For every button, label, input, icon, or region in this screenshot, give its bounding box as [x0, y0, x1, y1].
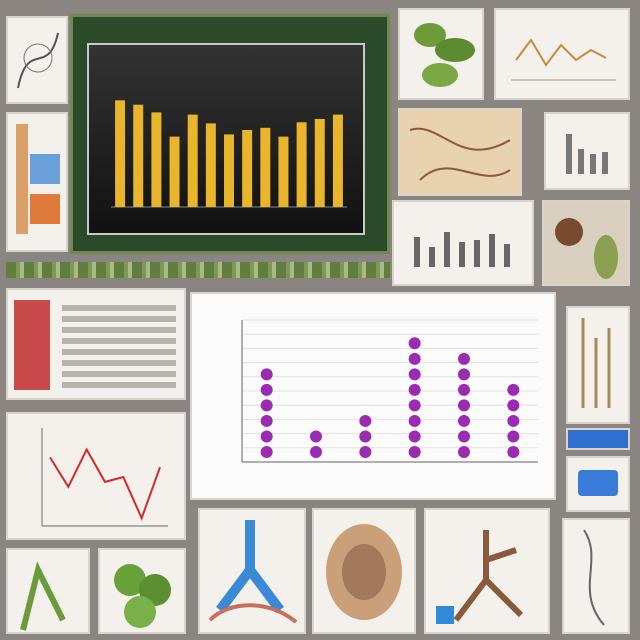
point	[507, 414, 520, 427]
point	[507, 430, 520, 443]
point	[359, 446, 372, 458]
decorative-strip	[6, 262, 390, 278]
bar-chart-screen	[87, 43, 365, 235]
map-texture-thumbnail	[398, 108, 522, 196]
point	[408, 430, 421, 443]
point	[458, 368, 470, 381]
line-chart-panel	[6, 412, 186, 540]
scatter-chart-panel	[190, 292, 556, 500]
stick-figure-thumbnail	[566, 306, 630, 424]
bar	[242, 130, 253, 207]
point	[507, 446, 520, 458]
point	[408, 383, 421, 396]
bar	[133, 104, 144, 207]
line-chart-thumbnail	[494, 8, 630, 100]
point	[408, 414, 421, 427]
point	[458, 414, 470, 427]
bar	[205, 123, 216, 207]
point	[408, 337, 421, 350]
point	[458, 399, 470, 412]
table-thumbnail	[6, 288, 186, 400]
point	[408, 446, 421, 458]
point	[507, 383, 520, 396]
blue-object-thumbnail	[566, 456, 630, 512]
bar	[260, 127, 271, 207]
green-leaves-thumbnail	[98, 548, 186, 634]
point	[359, 430, 372, 443]
point	[458, 383, 470, 396]
point	[260, 368, 273, 381]
bar	[296, 122, 307, 207]
point	[458, 446, 470, 458]
point	[458, 352, 470, 365]
organ-illustration-thumbnail	[312, 508, 416, 634]
botanical-thumbnail	[542, 200, 630, 286]
blue-banner-thumbnail	[566, 428, 630, 450]
line-chart	[41, 428, 168, 527]
scatter-chart	[241, 319, 538, 463]
root-illustration-thumbnail	[424, 508, 550, 634]
point	[458, 430, 470, 443]
gray-bar-chart-thumbnail	[392, 200, 534, 286]
bar	[115, 100, 126, 207]
point	[260, 414, 273, 427]
point	[408, 399, 421, 412]
point	[507, 399, 520, 412]
point	[260, 383, 273, 396]
point	[310, 446, 322, 458]
series-line	[49, 447, 161, 521]
figure-sketch-thumbnail	[562, 518, 630, 634]
diagram-thumbnail	[6, 112, 68, 252]
bar	[278, 136, 289, 207]
bar	[224, 134, 234, 207]
point	[359, 414, 372, 427]
dark-bar-chart-panel	[70, 14, 390, 254]
point	[408, 352, 421, 365]
point	[260, 446, 273, 458]
bar	[151, 112, 162, 207]
sketch-thumbnail	[6, 16, 68, 104]
bar	[187, 114, 198, 207]
anatomy-illustration-thumbnail	[198, 508, 306, 634]
point	[408, 368, 421, 381]
point	[310, 430, 322, 443]
bar	[169, 136, 180, 207]
leaf-illustration-thumbnail	[398, 8, 484, 100]
bar	[332, 114, 343, 207]
bar-chart	[111, 100, 347, 208]
green-structure-thumbnail	[6, 548, 90, 634]
point	[260, 430, 273, 443]
bar	[314, 119, 325, 207]
point	[260, 399, 273, 412]
bar-chart-thumbnail	[544, 112, 630, 190]
